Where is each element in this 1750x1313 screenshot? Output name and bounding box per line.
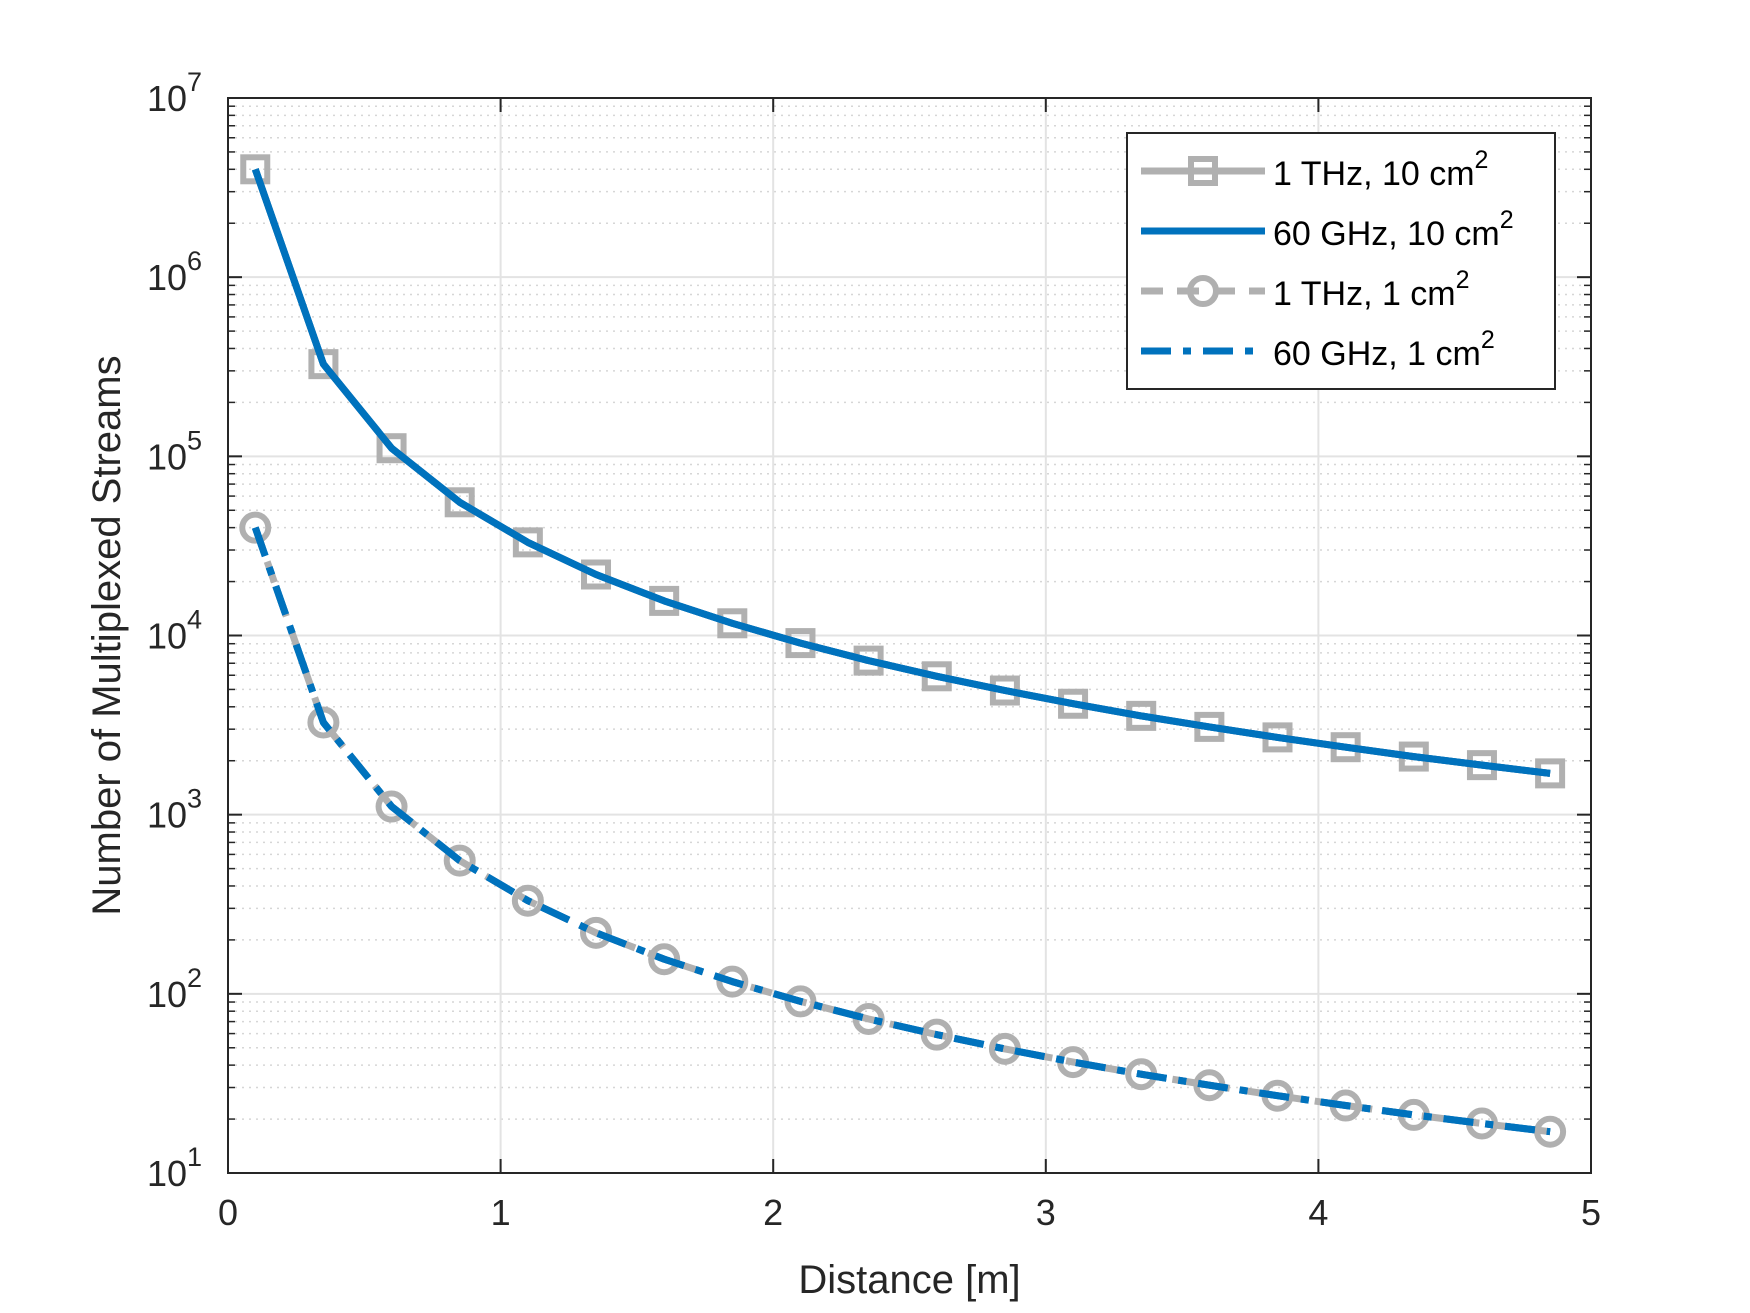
y-tick-base: 10 (147, 1153, 187, 1194)
y-tick-exponent: 1 (187, 1142, 202, 1172)
y-tick-base: 10 (147, 974, 187, 1015)
circle-marker (1534, 1115, 1567, 1148)
plot-area-frame (227, 97, 1592, 1174)
x-tick-labels: 0 1 2 3 4 5 (218, 1192, 1601, 1233)
x-tick-label: 2 (763, 1192, 783, 1233)
circle-marker (648, 943, 681, 976)
y-tick-label: 107 (147, 67, 202, 119)
circle-marker (443, 844, 476, 877)
legend-label-superscript: 2 (1500, 206, 1514, 234)
x-tick-label: 4 (1308, 1192, 1328, 1233)
square-marker (376, 433, 407, 464)
legend-label-superscript: 2 (1475, 146, 1489, 174)
legend-label-text: 1 THz, 1 cm (1273, 275, 1456, 313)
circle-marker (511, 884, 544, 917)
legend-item: 1 THz, 1 cm2 (1141, 266, 1470, 313)
legend-item: 60 GHz, 10 cm2 (1141, 206, 1514, 253)
x-tick-label: 5 (1581, 1192, 1601, 1233)
circle-marker (580, 916, 613, 949)
y-tick-label: 102 (147, 963, 202, 1015)
x-axis-label: Distance [m] (798, 1258, 1020, 1302)
y-axis-label: Number of Multiplexed Streams (85, 355, 129, 915)
series-line-overlay (251, 168, 1551, 777)
circle-marker (375, 790, 408, 823)
x-tick-label: 0 (218, 1192, 238, 1233)
legend-label: 1 THz, 10 cm2 (1273, 146, 1488, 193)
legend-item: 60 GHz, 1 cm2 (1141, 326, 1495, 373)
circle-marker (1187, 275, 1219, 307)
y-tick-base: 10 (147, 257, 187, 298)
y-tick-exponent: 5 (187, 425, 202, 455)
square-marker (512, 527, 543, 558)
circle-marker (920, 1018, 953, 1051)
y-tick-exponent: 4 (187, 605, 202, 635)
legend-label-text: 60 GHz, 10 cm (1273, 215, 1500, 253)
square-marker (1188, 156, 1218, 186)
square-marker (444, 487, 475, 518)
y-tick-base: 10 (147, 616, 187, 657)
y-tick-exponent: 7 (187, 67, 202, 97)
legend-box (1126, 132, 1556, 390)
y-tick-label: 105 (147, 425, 202, 477)
legend-label-superscript: 2 (1481, 326, 1495, 354)
y-tick-label: 101 (147, 1142, 202, 1194)
circle-marker (716, 965, 749, 998)
square-marker (649, 585, 680, 616)
x-tick-label: 1 (491, 1192, 511, 1233)
circle-marker (307, 706, 340, 739)
legend-label: 60 GHz, 1 cm2 (1273, 326, 1495, 373)
square-marker (308, 349, 339, 380)
legend-label: 1 THz, 1 cm2 (1273, 266, 1470, 313)
y-tick-label: 103 (147, 784, 202, 836)
square-marker (581, 559, 612, 590)
series-line-overlay (251, 526, 1551, 1136)
y-tick-base: 10 (147, 436, 187, 477)
series-layer (239, 154, 1567, 1148)
y-tick-base: 10 (147, 795, 187, 836)
circle-marker (239, 511, 272, 544)
legend-label-text: 1 THz, 10 cm (1273, 155, 1475, 193)
square-marker (240, 154, 271, 185)
y-tick-exponent: 3 (187, 784, 202, 814)
y-tick-base: 10 (147, 78, 187, 119)
legend-item: 1 THz, 10 cm2 (1141, 146, 1488, 193)
y-tick-exponent: 2 (187, 963, 202, 993)
circle-marker (784, 985, 817, 1018)
x-tick-label: 3 (1036, 1192, 1056, 1233)
legend-label-superscript: 2 (1456, 266, 1470, 294)
y-tick-label: 106 (147, 246, 202, 298)
legend-label-text: 60 GHz, 1 cm (1273, 335, 1481, 373)
legend-label: 60 GHz, 10 cm2 (1273, 206, 1514, 253)
y-tick-exponent: 6 (187, 246, 202, 276)
y-tick-label: 104 (147, 605, 202, 657)
